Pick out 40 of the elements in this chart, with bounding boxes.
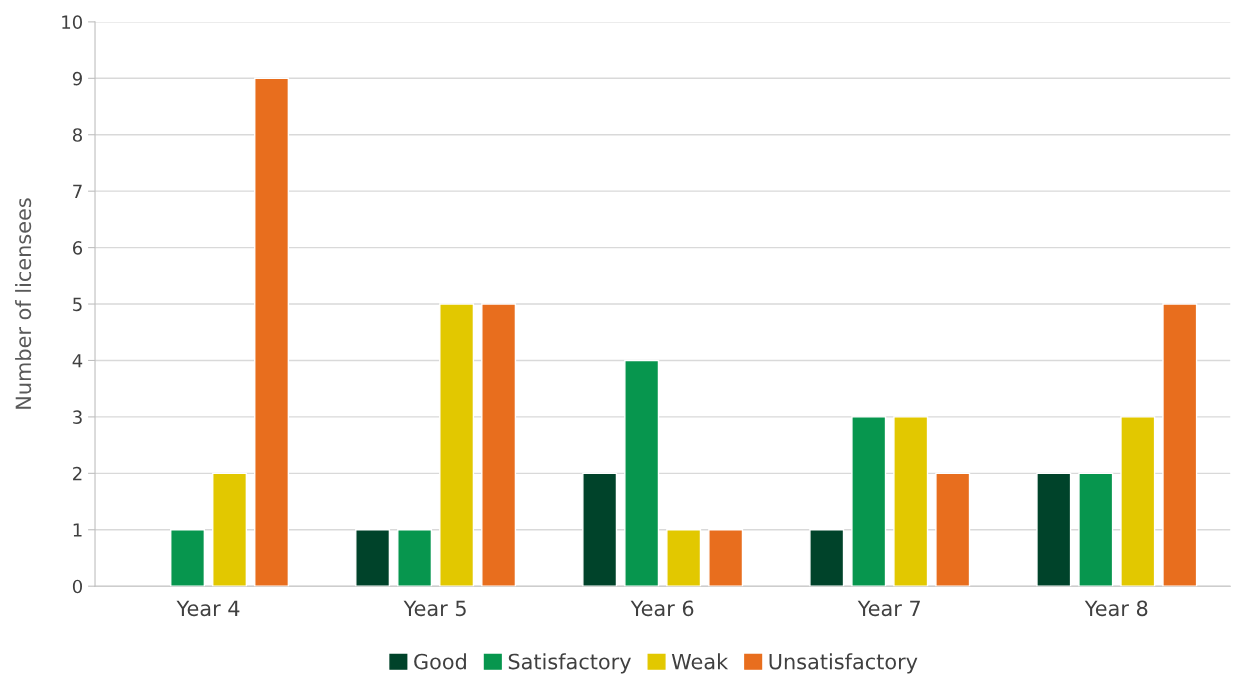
bar	[1120, 416, 1156, 587]
legend-label: Good	[414, 653, 466, 670]
bar	[935, 472, 971, 587]
y-tick-label: 7	[73, 184, 82, 199]
bar	[355, 529, 391, 587]
x-tick-label: Year 4	[176, 600, 240, 617]
legend-label: Weak	[671, 653, 729, 670]
bar	[1036, 472, 1072, 587]
legend-label: Unsatisfactory	[769, 653, 918, 674]
y-tick-label: 4	[72, 354, 83, 368]
bar	[666, 529, 702, 587]
y-tick-label: 5	[73, 297, 82, 312]
y-tick-label: 6	[72, 241, 83, 255]
legend-label: Satisfactory	[508, 653, 631, 674]
y-tick-label: 0	[72, 579, 83, 594]
bar	[893, 416, 929, 587]
x-tick-label: Year 7	[857, 600, 920, 617]
bar	[708, 529, 744, 587]
x-tick-label: Year 5	[403, 600, 466, 617]
y-tick-label: 10	[62, 15, 83, 29]
bar	[481, 303, 517, 587]
y-axis-title: Number of licensees	[15, 198, 32, 409]
bar	[1078, 472, 1114, 587]
bar	[170, 529, 206, 587]
bar	[439, 303, 475, 587]
y-tick-label: 8	[72, 128, 82, 142]
bar	[851, 416, 887, 587]
bar	[624, 359, 660, 587]
y-tick-label: 2	[73, 466, 82, 481]
y-tick-label: 9	[72, 71, 82, 86]
x-tick-label: Year 6	[630, 600, 694, 617]
bar	[212, 472, 248, 587]
bar	[809, 529, 845, 587]
bar	[1162, 303, 1198, 587]
bar	[582, 472, 618, 587]
x-tick-label: Year 8	[1084, 600, 1148, 617]
y-tick-label: 1	[73, 523, 82, 537]
bar	[254, 77, 290, 587]
y-tick-label: 3	[73, 410, 82, 425]
bar	[397, 529, 433, 587]
